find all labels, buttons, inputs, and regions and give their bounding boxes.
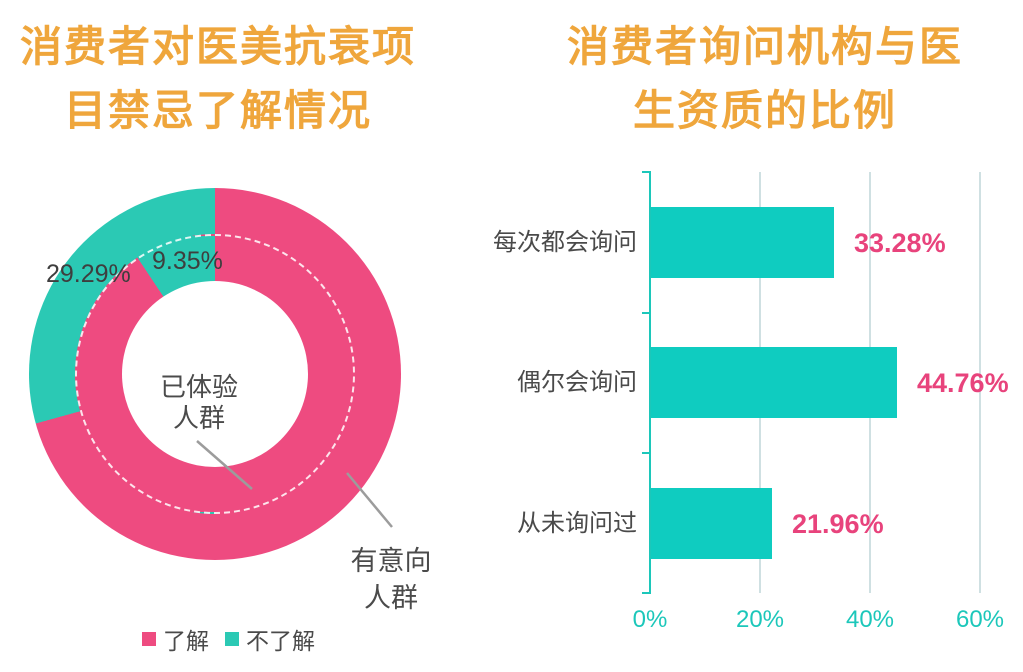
y-axis-tick	[642, 592, 649, 594]
bar-every-time	[651, 207, 834, 278]
donut-chart-title-line2: 目禁忌了解情况	[63, 89, 372, 135]
x-axis-tick-label-40: 40%	[845, 606, 895, 633]
bar-chart-title: 消费者询问机构与医 生资质的比例	[515, 16, 1015, 144]
legend-item-not-understand: 不了解	[225, 622, 315, 656]
legend-label-not-understand: 不了解	[246, 628, 315, 654]
bar-value-never: 21.96%	[792, 509, 884, 539]
donut-chart-title-line1: 消费者对医美抗衰项	[19, 25, 416, 71]
donut-legend: 了解 不了解	[142, 622, 331, 656]
donut-hole	[122, 281, 308, 467]
donut-chart-title: 消费者对医美抗衰项 目禁忌了解情况	[0, 16, 436, 144]
legend-swatch-pink	[142, 632, 156, 646]
x-axis-tick-label-0: 0%	[632, 606, 668, 633]
outer-ring-name: 有意向 人群	[331, 543, 451, 617]
bar-chart-title-line2: 生资质的比例	[632, 89, 897, 135]
y-axis-tick	[642, 452, 649, 454]
x-axis-tick-label-20: 20%	[735, 606, 785, 633]
bar-chart-title-line1: 消费者询问机构与医	[566, 25, 963, 71]
inner-ring-value-label: 9.35%	[152, 247, 223, 275]
category-label-occasionally: 偶尔会询问	[517, 369, 637, 396]
x-axis-tick-label-60: 60%	[955, 606, 1005, 633]
bar-value-every-time: 33.28%	[854, 228, 946, 258]
category-label-every-time: 每次都会询问	[493, 229, 637, 256]
inner-ring-name: 已体验 人群	[139, 372, 259, 434]
y-axis-line	[649, 171, 651, 594]
inner-ring-name-line1: 已体验	[159, 372, 238, 402]
outer-ring-name-line1: 有意向	[350, 546, 432, 576]
category-label-never: 从未询问过	[517, 510, 637, 537]
legend-item-understand: 了解	[142, 622, 209, 656]
legend-label-understand: 了解	[163, 628, 209, 654]
inner-ring-name-line2: 人群	[172, 403, 225, 433]
outer-ring-value-label: 29.29%	[46, 260, 131, 288]
y-axis-tick	[642, 312, 649, 314]
bar-value-occasionally: 44.76%	[917, 368, 1009, 398]
bar-never	[651, 488, 772, 559]
gridline-60pct	[979, 172, 981, 593]
bar-occasionally	[651, 347, 897, 418]
y-axis-tick	[642, 171, 649, 173]
outer-ring-name-line2: 人群	[364, 583, 418, 613]
legend-swatch-teal	[225, 632, 239, 646]
